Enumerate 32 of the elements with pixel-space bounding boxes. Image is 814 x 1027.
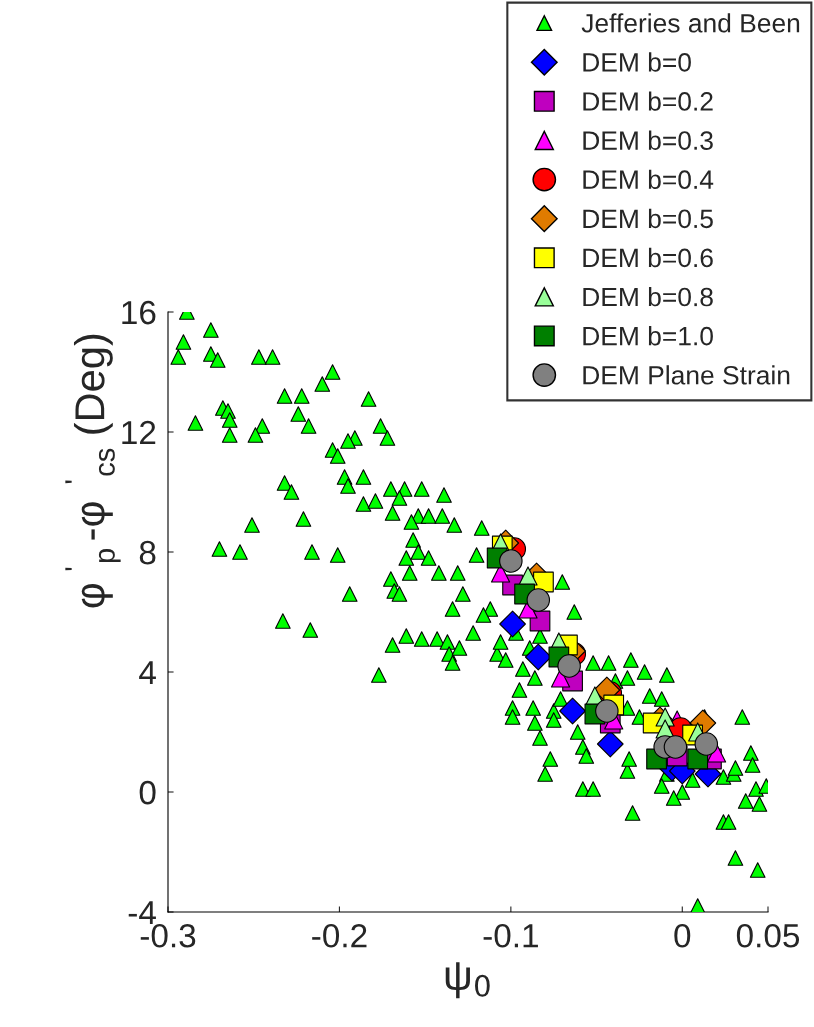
legend-label: Jefferies and Been [581,13,800,33]
x-axis-title: ψ$_{0}$ [445,962,490,999]
x-tick-label: -0.3 [140,923,196,948]
point [557,654,581,678]
legend-label: DEM b=0.6 [583,247,713,268]
point [595,699,619,723]
point [694,732,719,756]
x-tick-label: 0 [674,923,691,948]
y-tick-label: -4 [128,901,156,925]
y-tick-label: 0 [139,780,156,805]
legend-label: DEM b=0.8 [583,286,713,307]
y-tick-label: 4 [139,661,156,685]
legend-label: DEM b=0.5 [583,208,713,229]
point [596,730,624,758]
legend-label: DEM b=0.4 [583,169,714,190]
x-tick-label: -0.2 [312,923,367,948]
point [663,735,688,759]
point [526,588,551,612]
legend-label: DEM b=0 [583,52,691,72]
legend-label: DEM b=1.0 [583,326,713,346]
legend-label: DEM b=0.2 [583,91,713,111]
legend-label: DEM Plane Strain [583,365,790,385]
point [559,697,586,725]
x-tick-label: -0.1 [483,923,538,948]
y-tick-label: 8 [139,540,156,565]
legend-label: DEM b=0.3 [583,130,713,150]
y-axis-title: φ'p-φ'cs(Deg) [65,334,121,608]
y-tick-label: 12 [122,420,156,445]
point [499,610,526,638]
point [499,549,523,573]
y-tick-label: 16 [122,300,156,325]
x-tick-label: 0.05 [736,923,800,948]
